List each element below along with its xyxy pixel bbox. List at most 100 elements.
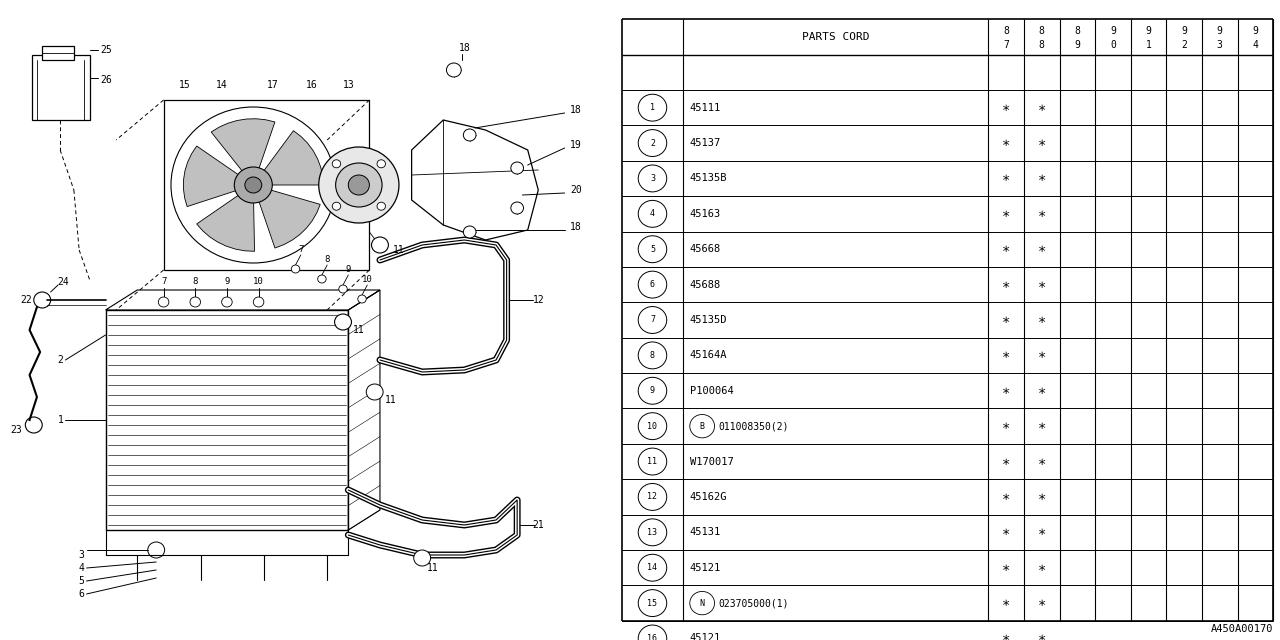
Text: 0: 0 — [1110, 40, 1116, 50]
Text: 2: 2 — [650, 138, 655, 148]
Text: 10: 10 — [362, 275, 372, 285]
Polygon shape — [259, 189, 320, 248]
Text: ∗: ∗ — [1038, 348, 1046, 362]
Text: 4: 4 — [1252, 40, 1258, 50]
Circle shape — [463, 129, 476, 141]
Text: 3: 3 — [78, 550, 84, 560]
Circle shape — [339, 285, 347, 293]
Text: 45135B: 45135B — [690, 173, 727, 184]
Text: 13: 13 — [648, 528, 658, 537]
Text: 15: 15 — [179, 80, 191, 90]
Text: 11: 11 — [353, 325, 365, 335]
Text: 9: 9 — [1252, 26, 1258, 36]
Circle shape — [511, 202, 524, 214]
Text: 7: 7 — [1004, 40, 1009, 50]
Circle shape — [221, 297, 232, 307]
Text: 9: 9 — [650, 387, 655, 396]
Text: ∗: ∗ — [1002, 419, 1010, 433]
Circle shape — [292, 265, 300, 273]
Text: ∗: ∗ — [1038, 525, 1046, 540]
Text: 9: 9 — [1181, 26, 1187, 36]
Polygon shape — [211, 119, 275, 173]
Circle shape — [366, 384, 383, 400]
Polygon shape — [183, 146, 239, 207]
Text: 8: 8 — [1004, 26, 1009, 36]
Text: ∗: ∗ — [1038, 278, 1046, 292]
Text: ∗: ∗ — [1002, 596, 1010, 610]
Circle shape — [244, 177, 261, 193]
Text: 8: 8 — [192, 278, 198, 287]
Text: 45111: 45111 — [690, 102, 721, 113]
Text: ∗: ∗ — [1002, 490, 1010, 504]
Text: 1: 1 — [1146, 40, 1152, 50]
Text: 18: 18 — [570, 222, 581, 232]
Text: ∗: ∗ — [1038, 596, 1046, 610]
Text: 45668: 45668 — [690, 244, 721, 254]
Text: 9: 9 — [346, 266, 351, 275]
Text: 45121: 45121 — [690, 634, 721, 640]
Text: 8: 8 — [325, 255, 330, 264]
Text: ∗: ∗ — [1038, 454, 1046, 468]
Text: 16: 16 — [306, 80, 317, 90]
Text: 7: 7 — [298, 246, 303, 255]
Circle shape — [378, 160, 385, 168]
Text: 13: 13 — [343, 80, 355, 90]
Text: 3: 3 — [1217, 40, 1222, 50]
Text: 2: 2 — [58, 355, 63, 365]
Text: 21: 21 — [532, 520, 544, 530]
Text: ∗: ∗ — [1038, 136, 1046, 150]
Text: 12: 12 — [532, 295, 544, 305]
Text: 8: 8 — [1039, 40, 1044, 50]
Circle shape — [189, 297, 201, 307]
Text: 7: 7 — [650, 316, 655, 324]
Text: 11: 11 — [384, 395, 397, 405]
Text: 16: 16 — [648, 634, 658, 640]
Text: 8: 8 — [650, 351, 655, 360]
Text: 9: 9 — [1146, 26, 1152, 36]
Circle shape — [463, 226, 476, 238]
Text: ∗: ∗ — [1002, 561, 1010, 575]
Circle shape — [358, 295, 366, 303]
Text: N: N — [700, 598, 705, 607]
Text: 9: 9 — [224, 278, 229, 287]
Text: ∗: ∗ — [1002, 384, 1010, 398]
Text: 8: 8 — [1074, 26, 1080, 36]
FancyBboxPatch shape — [42, 46, 74, 60]
Text: ∗: ∗ — [1038, 490, 1046, 504]
Text: 6: 6 — [650, 280, 655, 289]
Text: ∗: ∗ — [1038, 172, 1046, 186]
Text: 6: 6 — [78, 589, 84, 599]
Text: ∗: ∗ — [1002, 348, 1010, 362]
Text: 3: 3 — [650, 174, 655, 183]
Text: 45121: 45121 — [690, 563, 721, 573]
Text: 11: 11 — [393, 245, 404, 255]
Text: ∗: ∗ — [1002, 100, 1010, 115]
Text: B: B — [700, 422, 705, 431]
Circle shape — [333, 160, 340, 168]
Circle shape — [371, 237, 388, 253]
Text: 45131: 45131 — [690, 527, 721, 538]
Text: ∗: ∗ — [1038, 561, 1046, 575]
Text: 25: 25 — [100, 45, 113, 55]
Text: 10: 10 — [253, 278, 264, 287]
Text: 26: 26 — [100, 75, 113, 85]
Text: 1: 1 — [58, 415, 63, 425]
Text: 17: 17 — [266, 80, 278, 90]
Text: 24: 24 — [58, 277, 69, 287]
Text: 12: 12 — [648, 492, 658, 502]
Circle shape — [334, 314, 352, 330]
Polygon shape — [197, 194, 255, 252]
Text: 2: 2 — [1181, 40, 1187, 50]
Text: ∗: ∗ — [1002, 278, 1010, 292]
Text: 20: 20 — [570, 185, 581, 195]
Text: ∗: ∗ — [1038, 100, 1046, 115]
Text: A450A00170: A450A00170 — [1211, 623, 1274, 634]
Text: 45135D: 45135D — [690, 315, 727, 325]
Text: 9: 9 — [1110, 26, 1116, 36]
Circle shape — [447, 63, 461, 77]
Text: ∗: ∗ — [1038, 419, 1046, 433]
Text: 45162G: 45162G — [690, 492, 727, 502]
Text: 45164A: 45164A — [690, 350, 727, 360]
Text: 023705000(1): 023705000(1) — [718, 598, 788, 608]
Circle shape — [348, 175, 370, 195]
